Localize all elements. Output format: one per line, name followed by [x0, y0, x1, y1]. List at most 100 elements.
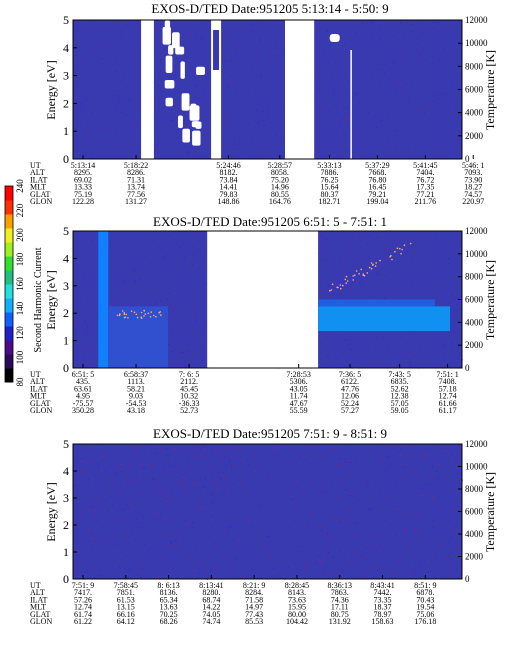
- speckle: [451, 294, 453, 296]
- speckle: [411, 63, 413, 65]
- speckle: [168, 556, 170, 558]
- speckle: [271, 35, 273, 37]
- speckle: [344, 525, 346, 527]
- speckle: [168, 293, 170, 294]
- colorbar-tick-label: 240: [15, 179, 25, 193]
- speckle: [97, 354, 98, 356]
- speckle: [242, 35, 243, 37]
- speckle: [76, 321, 78, 323]
- speckle: [141, 252, 143, 254]
- speckle: [359, 274, 361, 276]
- speckle: [430, 113, 432, 115]
- speckle: [435, 530, 437, 532]
- speckle: [194, 545, 196, 547]
- speckle: [384, 64, 386, 65]
- speckle: [222, 556, 224, 558]
- speckle: [397, 86, 399, 88]
- speckle: [349, 494, 351, 496]
- orbit-cell: 5:18:22: [124, 161, 148, 170]
- orbit-cell: 61.74: [74, 610, 92, 619]
- speckle: [195, 317, 197, 319]
- speckle: [74, 262, 76, 264]
- speckle: [91, 538, 93, 540]
- speckle: [125, 529, 127, 530]
- speckle: [85, 461, 87, 463]
- speckle: [214, 568, 216, 570]
- speckle: [347, 105, 349, 107]
- orbit-cell: 7: 6: 5: [179, 370, 199, 379]
- speckle: [137, 574, 139, 576]
- data-gap: [285, 20, 315, 159]
- speckle: [389, 482, 391, 484]
- speckle: [157, 503, 159, 505]
- speckle: [172, 120, 174, 121]
- speckle: [331, 560, 333, 561]
- speckle: [105, 99, 107, 101]
- speckle: [81, 105, 83, 107]
- speckle: [159, 496, 161, 497]
- speckle: [350, 242, 352, 244]
- speckle: [132, 558, 134, 560]
- speckle: [214, 474, 216, 476]
- speckle: [123, 82, 125, 84]
- speckle: [160, 248, 162, 250]
- speckle: [294, 482, 296, 484]
- speckle: [365, 538, 367, 540]
- speckle: [326, 331, 327, 333]
- speckle: [139, 278, 141, 280]
- speckle: [419, 560, 421, 562]
- speckle: [453, 299, 455, 301]
- speckle: [146, 452, 148, 453]
- orbit-cell: 76.25: [320, 175, 338, 184]
- speckle: [361, 260, 362, 262]
- orbit-cell: 5306.: [290, 377, 308, 386]
- speckle: [408, 99, 410, 101]
- speckle: [452, 24, 454, 26]
- speckle: [388, 344, 390, 346]
- speckle: [366, 503, 368, 505]
- speckle: [439, 473, 441, 475]
- orbit-cell: 13.63: [160, 603, 178, 612]
- speckle: [343, 258, 345, 260]
- speckle: [431, 537, 433, 539]
- speckle: [380, 61, 382, 62]
- speckle: [435, 105, 437, 107]
- speckle: [259, 38, 261, 40]
- speckle: [384, 520, 386, 522]
- speckle: [379, 458, 381, 460]
- speckle: [93, 348, 95, 350]
- speckle: [342, 259, 344, 261]
- speckle: [281, 77, 283, 79]
- speckle: [409, 235, 411, 237]
- speckle: [380, 491, 382, 493]
- panel-1-plot: [73, 20, 462, 159]
- speckle: [174, 22, 176, 24]
- speckle: [155, 114, 157, 115]
- speckle: [397, 501, 398, 502]
- speckle: [343, 447, 345, 449]
- speckle: [160, 513, 162, 515]
- orbit-cell: 5:41:45: [413, 161, 437, 170]
- speckle: [448, 148, 450, 150]
- speckle: [386, 106, 387, 108]
- speckle: [406, 473, 408, 475]
- speckle: [147, 464, 149, 465]
- speckle: [379, 449, 381, 451]
- speckle: [170, 545, 172, 547]
- speckle: [343, 292, 345, 294]
- speckle: [448, 556, 450, 557]
- speckle: [204, 266, 205, 268]
- speckle: [270, 477, 271, 479]
- speckle: [229, 525, 231, 527]
- temperature-point: [345, 275, 348, 278]
- speckle: [437, 126, 439, 128]
- speckle: [224, 33, 226, 35]
- speckle: [231, 484, 233, 486]
- speckle: [260, 157, 262, 159]
- speckle: [280, 540, 282, 542]
- speckle: [384, 275, 386, 277]
- speckle: [196, 447, 198, 449]
- y2-tick-label: 4000: [465, 529, 484, 539]
- speckle: [274, 548, 276, 550]
- speckle: [264, 25, 266, 27]
